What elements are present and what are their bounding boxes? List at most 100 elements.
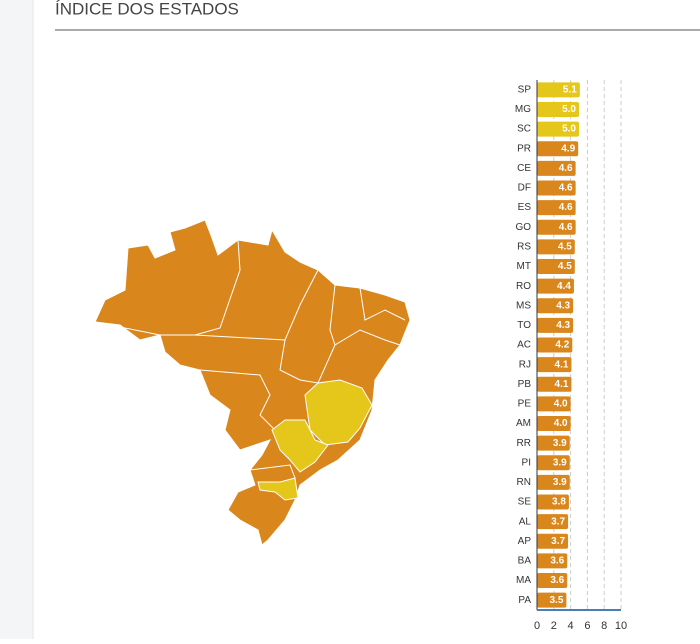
bar — [537, 219, 576, 235]
bar — [537, 298, 574, 314]
bar — [537, 494, 569, 510]
map-state-mg — [304, 379, 373, 446]
bar — [537, 474, 570, 490]
value-label: 4.3 — [556, 320, 570, 331]
bar — [537, 160, 576, 176]
value-label: 3.9 — [553, 457, 567, 468]
bar — [537, 514, 569, 530]
value-label: 4.4 — [557, 281, 571, 292]
y-tick-label: RO — [516, 281, 531, 292]
y-tick-label: AC — [517, 340, 531, 351]
value-label: 4.6 — [559, 183, 573, 194]
bar — [537, 278, 574, 294]
y-tick-label: PE — [518, 399, 532, 410]
y-tick-label: PA — [518, 595, 531, 606]
y-tick-label: MS — [516, 300, 531, 311]
y-tick-label: SP — [518, 84, 532, 95]
bar — [537, 258, 575, 274]
map — [94, 219, 411, 546]
y-tick-label: PB — [518, 379, 532, 390]
bar — [537, 553, 568, 569]
y-tick-label: AM — [516, 418, 531, 429]
x-tick-label: 6 — [584, 620, 590, 632]
map-border — [359, 287, 406, 321]
y-tick-label: GO — [515, 222, 531, 233]
value-label: 4.6 — [559, 202, 573, 213]
value-label: 4.1 — [555, 379, 569, 390]
x-tick-label: 4 — [568, 620, 574, 632]
bar — [537, 82, 580, 98]
y-tick-label: MG — [515, 104, 531, 115]
x-tick-label: 8 — [601, 620, 607, 632]
value-label: 3.7 — [551, 516, 565, 527]
y-tick-label: MA — [516, 575, 531, 586]
y-tick-label: MT — [517, 261, 531, 272]
value-label: 4.9 — [561, 143, 575, 154]
bar — [537, 396, 571, 412]
y-tick-label: SE — [518, 497, 532, 508]
bar — [537, 435, 570, 451]
y-tick-label: CE — [517, 163, 531, 174]
y-tick-label: TO — [517, 320, 531, 331]
map-country — [94, 219, 411, 546]
value-label: 3.5 — [549, 595, 563, 606]
value-label: 4.5 — [558, 241, 572, 252]
map-border — [249, 464, 296, 479]
map-border — [94, 239, 241, 336]
bar — [537, 357, 572, 373]
y-tick-label: PI — [522, 457, 531, 468]
value-label: 4.0 — [554, 418, 568, 429]
value-label: 3.9 — [553, 438, 567, 449]
bar — [537, 592, 567, 608]
value-label: 4.6 — [559, 222, 573, 233]
map-state-sc — [257, 477, 299, 501]
y-tick-label: RR — [517, 438, 531, 449]
bar — [537, 533, 569, 549]
map-state-sp — [271, 419, 329, 473]
bar — [537, 239, 575, 255]
bar — [537, 573, 568, 589]
map-border — [329, 284, 336, 346]
map-border — [279, 329, 401, 384]
bar — [537, 317, 574, 333]
bar — [537, 416, 571, 432]
bar — [537, 337, 573, 353]
bar — [537, 101, 579, 117]
y-tick-label: RN — [517, 477, 531, 488]
bar — [537, 121, 579, 137]
value-label: 5.1 — [563, 84, 577, 95]
bar — [537, 200, 576, 216]
y-tick-label: ES — [518, 202, 532, 213]
value-label: 5.0 — [562, 124, 576, 135]
value-label: 3.8 — [552, 497, 566, 508]
x-tick-label: 2 — [551, 620, 557, 632]
value-label: 4.2 — [555, 340, 569, 351]
value-label: 4.5 — [558, 261, 572, 272]
bar — [537, 141, 579, 157]
value-label: 4.6 — [559, 163, 573, 174]
bar — [537, 455, 570, 471]
bar — [537, 180, 576, 196]
value-label: 4.1 — [555, 359, 569, 370]
value-label: 4.3 — [556, 300, 570, 311]
value-label: 3.6 — [550, 575, 564, 586]
y-tick-label: SC — [517, 124, 531, 135]
value-label: 3.9 — [553, 477, 567, 488]
y-tick-label: BA — [518, 556, 532, 567]
y-tick-label: DF — [518, 183, 531, 194]
sidebar — [0, 0, 33, 639]
value-label: 4.0 — [554, 399, 568, 410]
y-tick-label: RJ — [519, 359, 531, 370]
map-border — [194, 269, 319, 341]
x-tick-label: 10 — [615, 620, 627, 632]
y-tick-label: AP — [518, 536, 532, 547]
x-tick-label: 0 — [534, 620, 540, 632]
value-label: 3.6 — [550, 556, 564, 567]
y-tick-label: RS — [517, 241, 531, 252]
page-title: ÍNDICE DOS ESTADOS — [55, 0, 239, 18]
value-label: 3.7 — [551, 536, 565, 547]
bar — [537, 376, 572, 392]
y-tick-label: PR — [517, 143, 531, 154]
